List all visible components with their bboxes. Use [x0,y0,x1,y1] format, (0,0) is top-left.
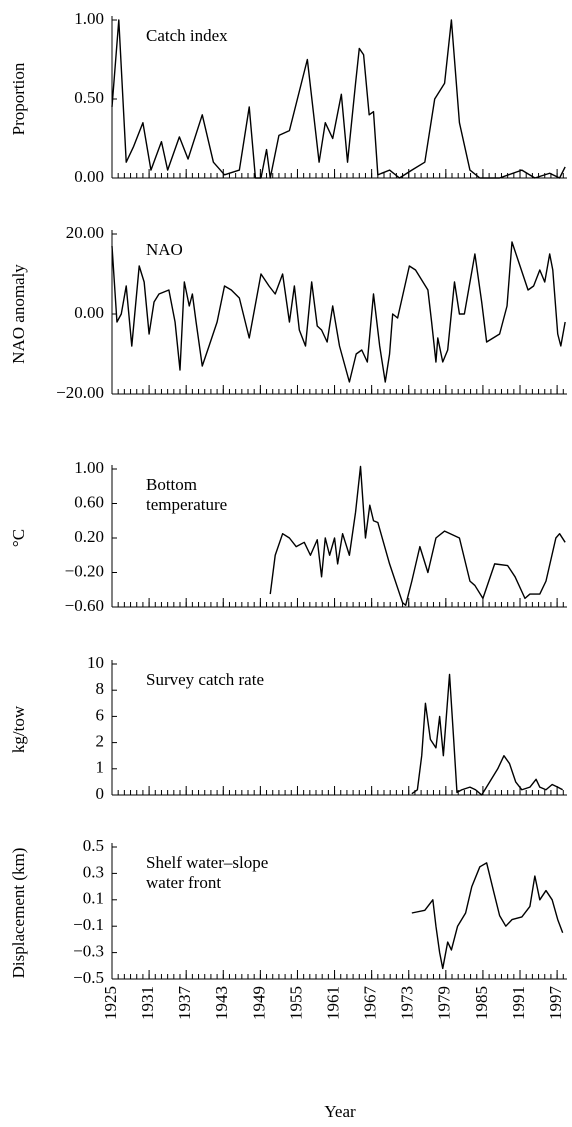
series-line [269,465,566,606]
x-tick-label: 1961 [323,986,342,1020]
y-axis-label: °C [9,529,28,547]
y-tick-label: −0.5 [73,968,104,987]
y-tick-label: −20.00 [56,383,104,402]
x-tick-label: 1979 [435,986,454,1020]
y-tick-label: 6 [96,705,105,724]
y-tick-label: 0.1 [83,889,104,908]
panel-label: Catch index [146,26,228,45]
panel-label: NAO [146,240,183,259]
panel-label: Shelf water–slope [146,853,268,872]
x-axis-label: Year [324,1102,356,1121]
y-axis-label: NAO anomaly [9,264,28,364]
x-tick-label: 1925 [101,986,120,1020]
y-tick-label: 1 [96,758,105,777]
y-tick-label: 2 [96,732,105,751]
y-tick-label: 10 [87,653,104,672]
y-tick-label: 0.3 [83,862,104,881]
series-line [411,673,563,796]
y-tick-label: 0.20 [74,527,104,546]
y-tick-label: 0.5 [83,836,104,855]
x-tick-label: 1967 [361,986,380,1021]
y-tick-label: −0.20 [65,561,104,580]
y-tick-label: 0.50 [74,88,104,107]
y-tick-label: 0 [96,784,105,803]
y-tick-label: 1.00 [74,9,104,28]
series-line [111,19,566,179]
y-tick-label: 0.00 [74,303,104,322]
x-tick-label: 1985 [472,986,491,1020]
y-tick-label: 0.60 [74,492,104,511]
y-axis-label: Displacement (km) [9,848,28,979]
y-tick-label: −0.1 [73,915,104,934]
panel-label: Survey catch rate [146,670,264,689]
x-tick-label: 1997 [546,986,565,1021]
x-tick-label: 1943 [212,986,231,1020]
x-tick-label: 1991 [509,986,528,1020]
x-tick-label: 1949 [249,986,268,1020]
panel-label: temperature [146,495,227,514]
y-tick-label: 1.00 [74,458,104,477]
series-line [111,241,566,383]
x-tick-label: 1937 [175,986,194,1021]
y-tick-label: −0.3 [73,942,104,961]
x-tick-label: 1931 [138,986,157,1020]
panel-label: Bottom [146,475,197,494]
panel-label: water front [146,873,221,892]
x-tick-label: 1955 [286,986,305,1020]
series-line [411,862,564,970]
y-tick-label: 8 [96,679,105,698]
y-tick-label: 20.00 [66,223,104,242]
x-tick-label: 1973 [398,986,417,1020]
y-axis-label: Proportion [9,62,28,135]
y-axis-label: kg/tow [9,705,28,753]
y-tick-label: 0.00 [74,167,104,186]
y-tick-label: −0.60 [65,596,104,615]
